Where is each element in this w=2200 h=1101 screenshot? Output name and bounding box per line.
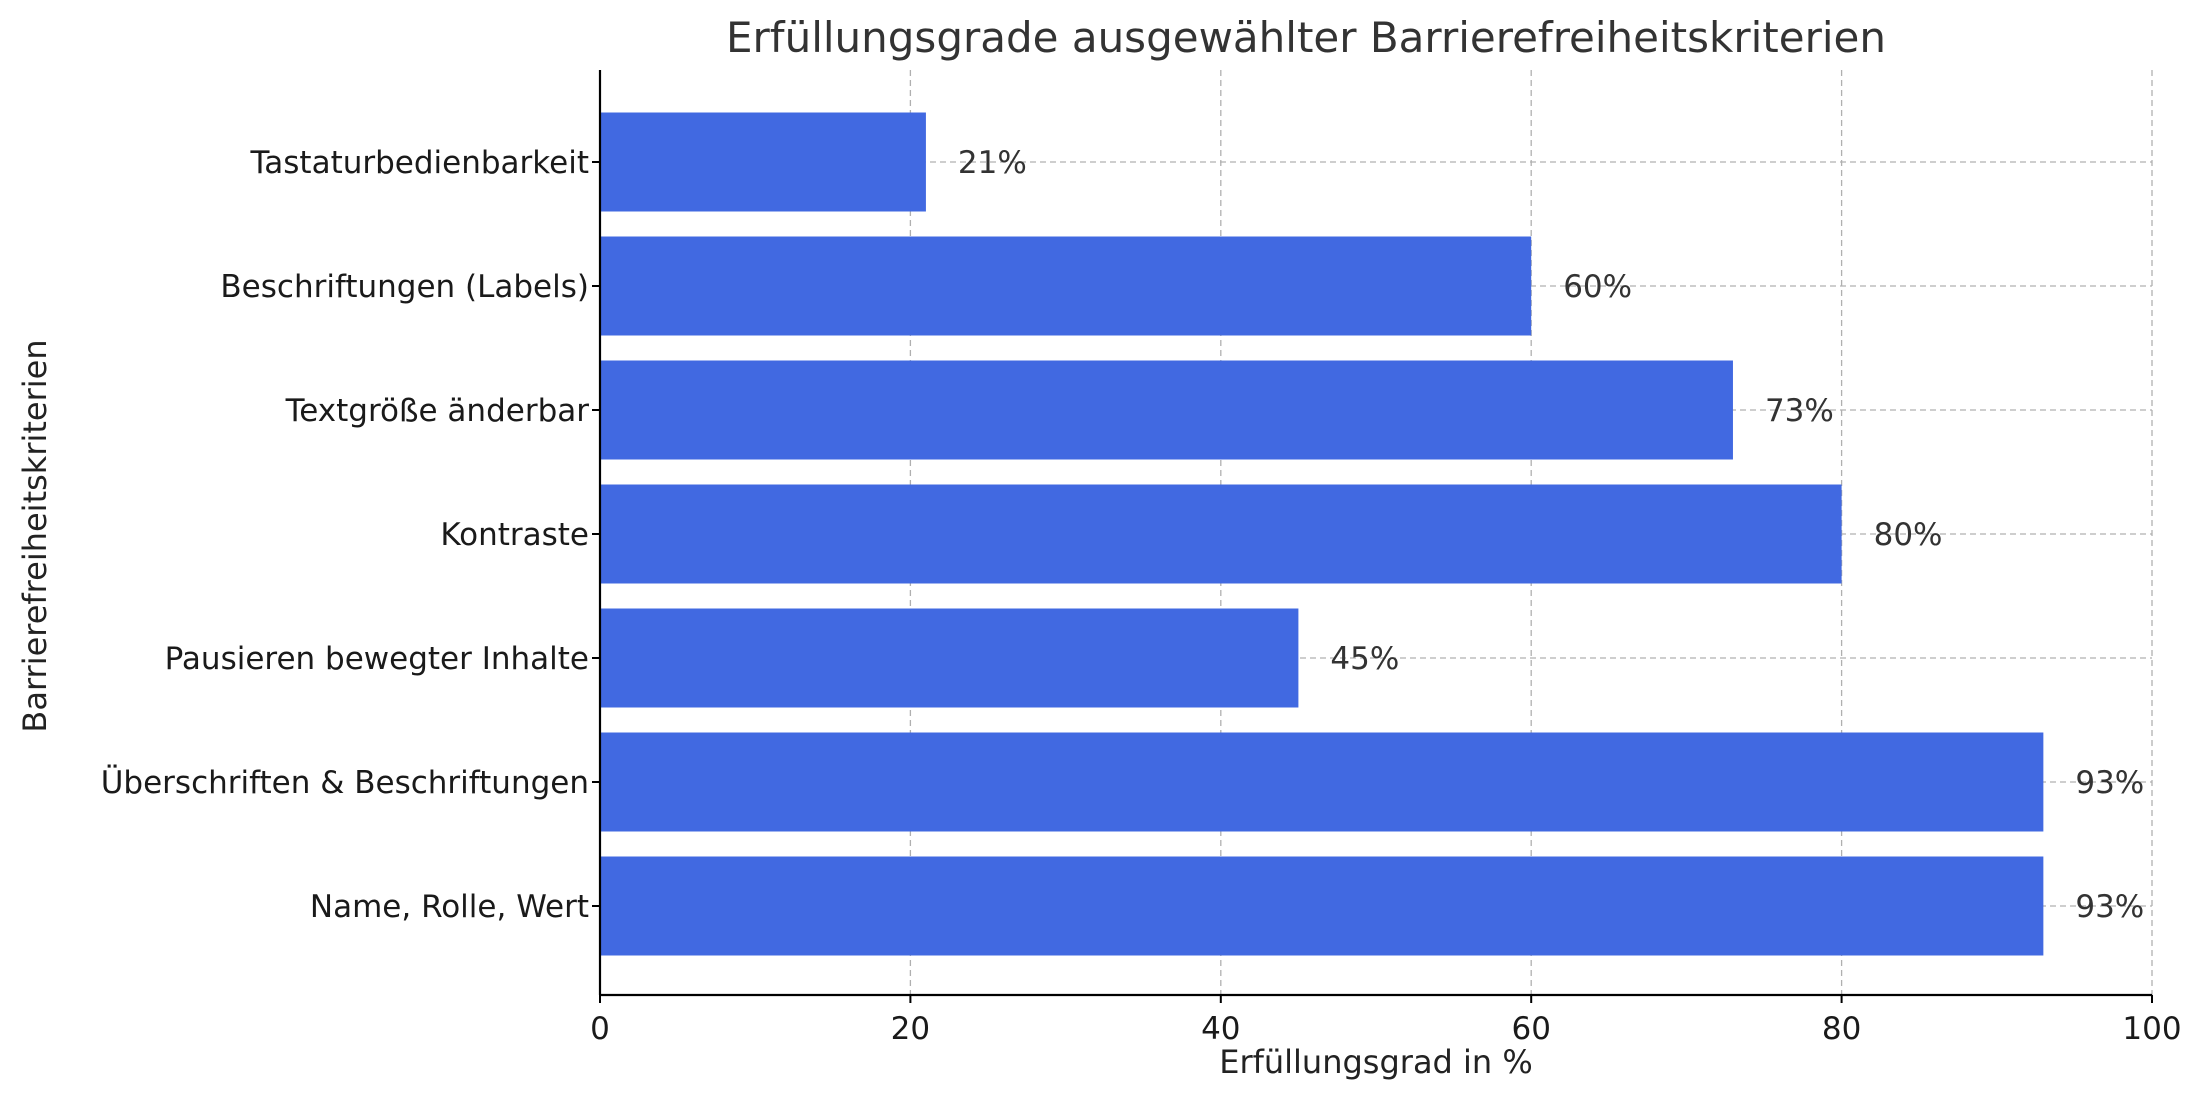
bar-value-label: 45% [1330, 641, 1399, 677]
bar-value-label: 60% [1563, 269, 1632, 305]
x-tick-label: 20 [891, 1011, 930, 1047]
bars [600, 112, 2044, 956]
axes [592, 70, 2153, 1003]
bar [600, 732, 2044, 832]
y-tick-label: Beschriftungen (Labels) [220, 269, 589, 305]
y-tick-label: Textgröße änderbar [285, 393, 590, 429]
x-tick-label: 60 [1511, 1011, 1550, 1047]
x-tick-label: 40 [1201, 1011, 1240, 1047]
bar [600, 360, 1733, 460]
bar-value-label: 93% [2075, 889, 2144, 925]
bar-value-label: 21% [958, 145, 1027, 181]
y-tick-label: Pausieren bewegter Inhalte [165, 641, 589, 677]
tick-labels: Tastaturbedienbarkeit Beschriftungen (Lab… [101, 145, 2182, 1047]
y-tick-label: Kontraste [440, 517, 589, 553]
chart-title: Erfüllungsgrade ausgewählter Barrierefre… [726, 13, 1886, 62]
y-tick-label: Überschriften & Beschriftungen [101, 764, 589, 801]
bar [600, 236, 1532, 336]
bar [600, 112, 926, 212]
x-tick-label: 0 [590, 1011, 610, 1047]
value-labels: 21% 60% 73% 80% 45% 93% 93% [958, 145, 2144, 925]
bar-value-label: 80% [1874, 517, 1943, 553]
bar-value-label: 93% [2075, 765, 2144, 801]
bar [600, 608, 1299, 708]
y-axis-label: Barrierefreiheitskriterien [16, 339, 54, 732]
x-tick-label: 80 [1822, 1011, 1861, 1047]
x-axis-label: Erfüllungsgrad in % [1219, 1043, 1533, 1081]
bar [600, 484, 1842, 584]
bar [600, 856, 2044, 956]
y-tick-label: Tastaturbedienbarkeit [249, 145, 589, 181]
y-tick-label: Name, Rolle, Wert [310, 889, 589, 925]
x-tick-label: 100 [2122, 1011, 2181, 1047]
bar-value-label: 73% [1765, 393, 1834, 429]
